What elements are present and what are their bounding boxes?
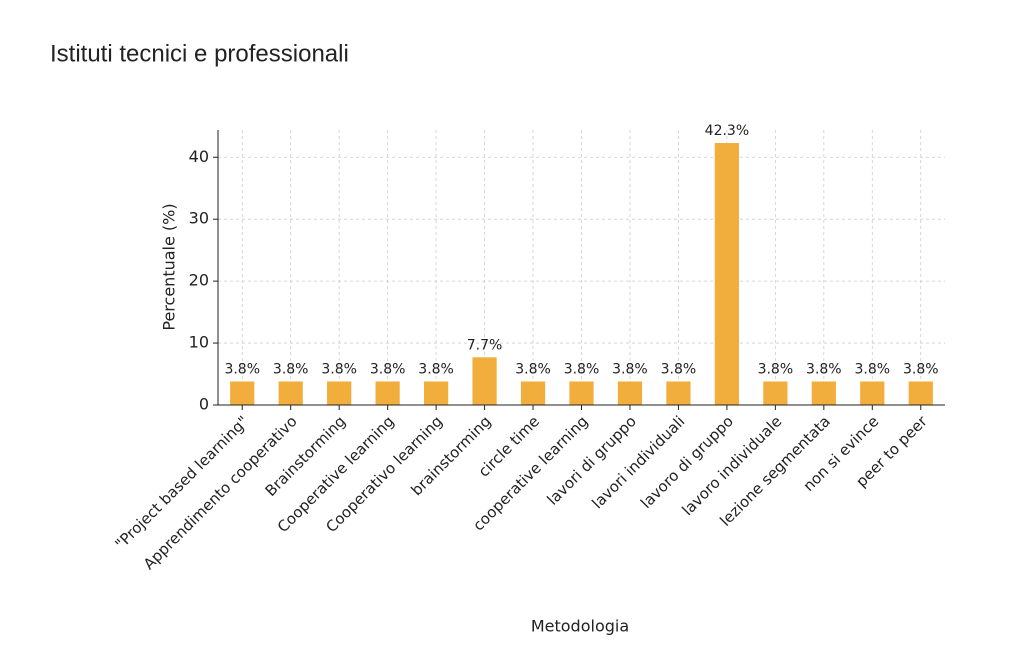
- bar: [860, 381, 885, 405]
- bar: [617, 381, 643, 405]
- y-tick-label: 40: [189, 147, 209, 166]
- bar: [714, 143, 740, 405]
- chart-title: Istituti tecnici e professionali: [50, 40, 349, 67]
- value-label: 3.8%: [661, 361, 697, 377]
- bar: [230, 381, 255, 405]
- value-label: 3.8%: [612, 361, 648, 377]
- value-label: 3.8%: [515, 361, 551, 377]
- bar: [666, 381, 691, 405]
- bar: [472, 357, 497, 405]
- value-label: 3.8%: [806, 361, 842, 377]
- value-label: 3.8%: [224, 361, 260, 377]
- bar: [327, 381, 352, 405]
- value-label: 3.8%: [273, 361, 309, 377]
- y-tick-label: 20: [189, 271, 209, 290]
- bar: [520, 381, 546, 405]
- bar: [278, 381, 303, 405]
- value-label: 3.8%: [903, 361, 939, 377]
- value-label: 42.3%: [705, 123, 749, 139]
- bar: [423, 381, 449, 405]
- x-axis-label: Metodologia: [531, 617, 629, 636]
- value-label: 3.8%: [758, 361, 794, 377]
- value-label: 3.8%: [370, 361, 406, 377]
- value-label: 7.7%: [467, 337, 503, 353]
- y-axis-label: Percentuale (%): [160, 203, 179, 330]
- x-tick-label: lavori di gruppo: [544, 412, 640, 508]
- bar: [811, 381, 836, 405]
- bar: [908, 381, 933, 405]
- y-tick-label: 0: [199, 395, 209, 414]
- value-label: 3.8%: [418, 361, 454, 377]
- value-label: 3.8%: [855, 361, 891, 377]
- bar: [375, 381, 400, 405]
- y-tick-label: 30: [189, 209, 209, 228]
- bar: [569, 381, 594, 405]
- value-label: 3.8%: [321, 361, 357, 377]
- value-label: 3.8%: [564, 361, 600, 377]
- y-tick-label: 10: [189, 333, 209, 352]
- bar: [763, 381, 788, 405]
